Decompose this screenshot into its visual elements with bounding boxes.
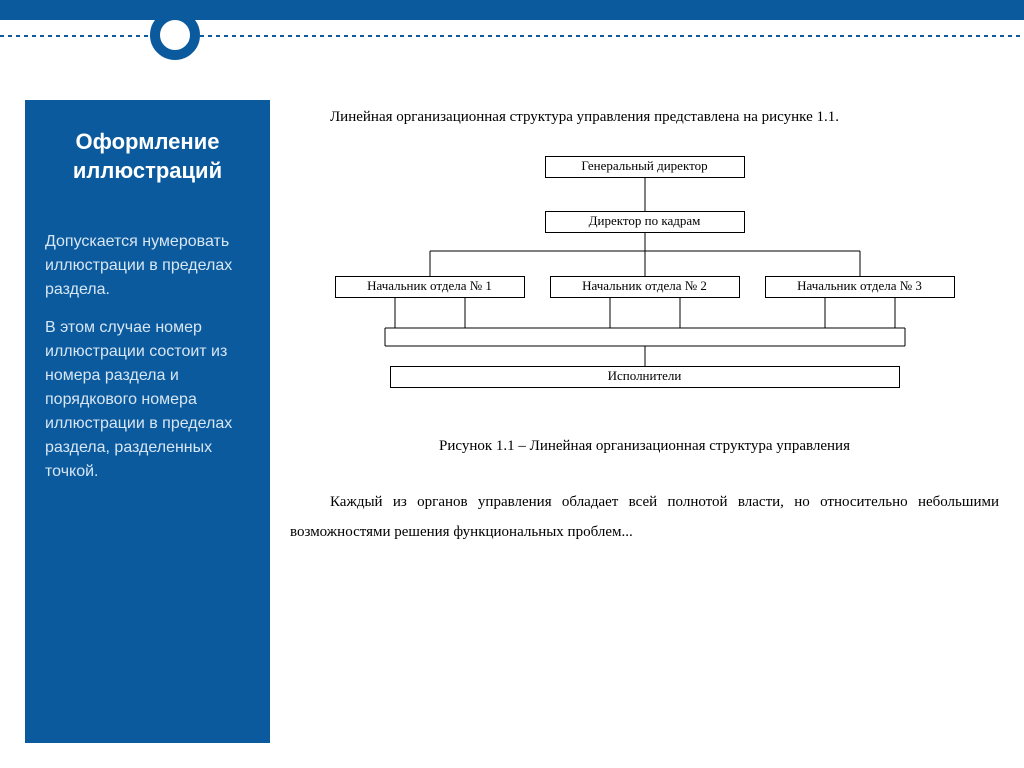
org-node-n5: Исполнители xyxy=(390,366,900,388)
figure-caption: Рисунок 1.1 – Линейная организационная с… xyxy=(290,434,999,460)
sidebar-title-line1: Оформление xyxy=(76,129,220,154)
org-node-n4: Начальник отдела № 3 xyxy=(765,276,955,298)
org-chart: Генеральный директор Директор по кадрам На… xyxy=(315,156,975,416)
org-node-n2: Начальник отдела № 1 xyxy=(335,276,525,298)
org-node-n1: Директор по кадрам xyxy=(545,211,745,233)
intro-text: Линейная организационная структура управ… xyxy=(290,105,999,131)
org-node-n3: Начальник отдела № 2 xyxy=(550,276,740,298)
top-accent-bar xyxy=(0,0,1024,20)
org-node-n0: Генеральный директор xyxy=(545,156,745,178)
outro-text: Каждый из органов управления обладает вс… xyxy=(290,487,999,547)
content-area: Линейная организационная структура управ… xyxy=(290,105,999,743)
bullet-decoration xyxy=(150,10,200,60)
sidebar-para-1: Допускается нумеровать иллюстрации в пре… xyxy=(45,230,250,302)
sidebar-title: Оформление иллюстраций xyxy=(45,128,250,185)
sidebar-panel: Оформление иллюстраций Допускается нумер… xyxy=(25,100,270,743)
sidebar-para-2: В этом случае номер иллюстрации состоит … xyxy=(45,316,250,484)
sidebar-title-line2: иллюстраций xyxy=(73,158,222,183)
